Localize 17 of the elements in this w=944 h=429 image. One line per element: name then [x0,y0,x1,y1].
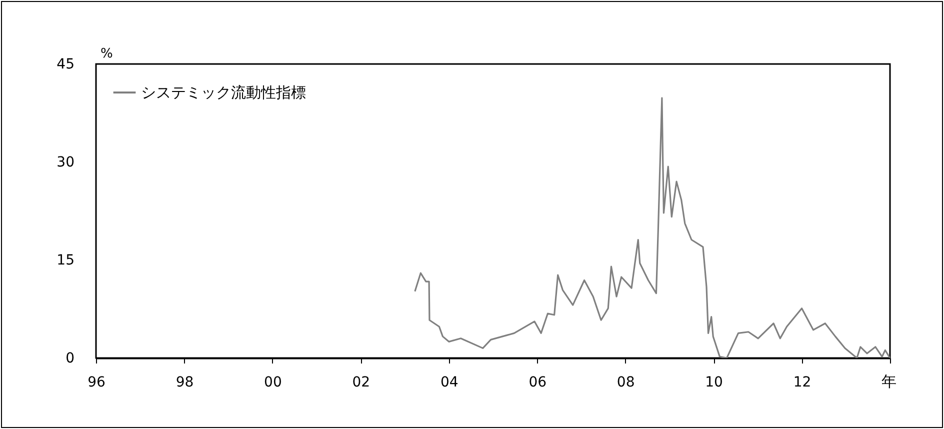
x-tick-label: 06 [528,374,547,390]
x-axis-title: 年 [882,372,896,390]
legend-label: システミック流動性指標 [141,84,306,102]
y-axis-title: % [100,46,113,62]
x-tick-label: 10 [705,374,723,390]
x-tick-label: 02 [352,374,370,390]
y-tick-label: 0 [66,350,74,366]
x-tick-label: 08 [616,374,635,390]
y-tick-label: 30 [56,154,74,170]
y-tick-label: 15 [56,252,74,268]
x-tick-label: 98 [176,374,194,390]
x-tick-label: 12 [793,374,812,390]
x-tick-label: 96 [88,374,106,390]
line-series [414,97,890,358]
x-tick-label: 00 [264,374,282,390]
y-tick-label: 45 [56,56,74,72]
x-tick-label: 04 [440,374,458,390]
